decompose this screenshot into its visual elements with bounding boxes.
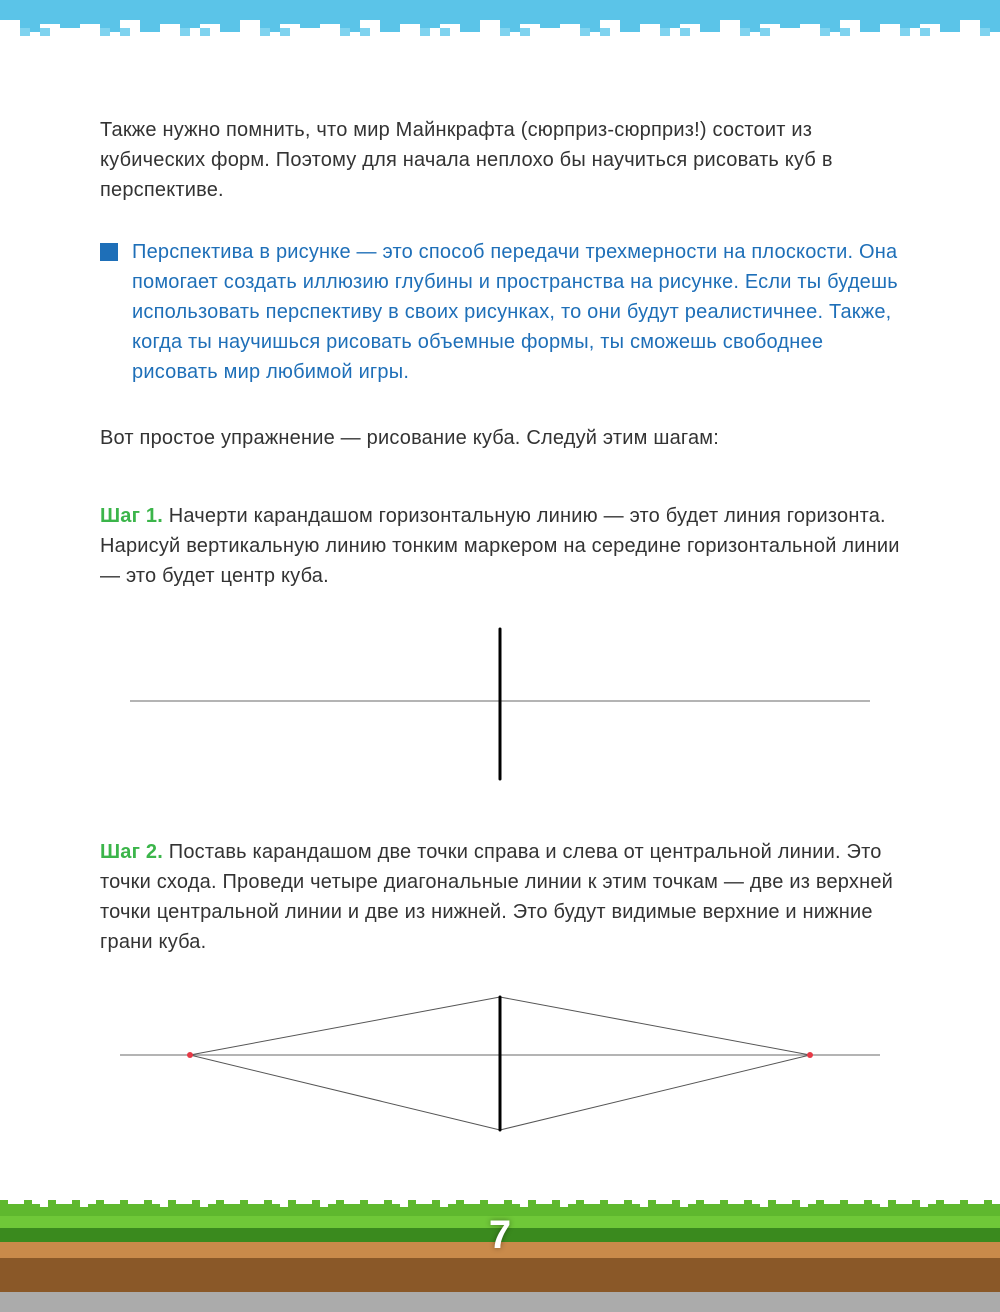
diagram-step-1 <box>100 619 900 789</box>
diagram-step-2 <box>100 985 900 1145</box>
step-2-text: Поставь карандашом две точки справа и сл… <box>100 841 893 953</box>
callout-box: Перспектива в рисунке — это способ перед… <box>100 237 900 387</box>
callout-square-icon <box>100 243 118 261</box>
step-1-paragraph: Шаг 1. Начерти карандашом горизонтальную… <box>100 501 900 591</box>
page-number: 7 <box>0 1213 1000 1258</box>
intro-paragraph: Также нужно помнить, что мир Майнкрафта … <box>100 115 900 205</box>
callout-text: Перспектива в рисунке — это способ перед… <box>132 237 900 387</box>
exercise-intro: Вот простое упражнение — рисование куба.… <box>100 423 900 453</box>
step-1-text: Начерти карандашом горизонтальную линию … <box>100 505 900 587</box>
step-2-paragraph: Шаг 2. Поставь карандашом две точки спра… <box>100 837 900 957</box>
step-1-label: Шаг 1. <box>100 505 163 527</box>
step-2-label: Шаг 2. <box>100 841 163 863</box>
page-content: Также нужно помнить, что мир Майнкрафта … <box>0 0 1000 1145</box>
top-pixel-border <box>0 0 1000 52</box>
